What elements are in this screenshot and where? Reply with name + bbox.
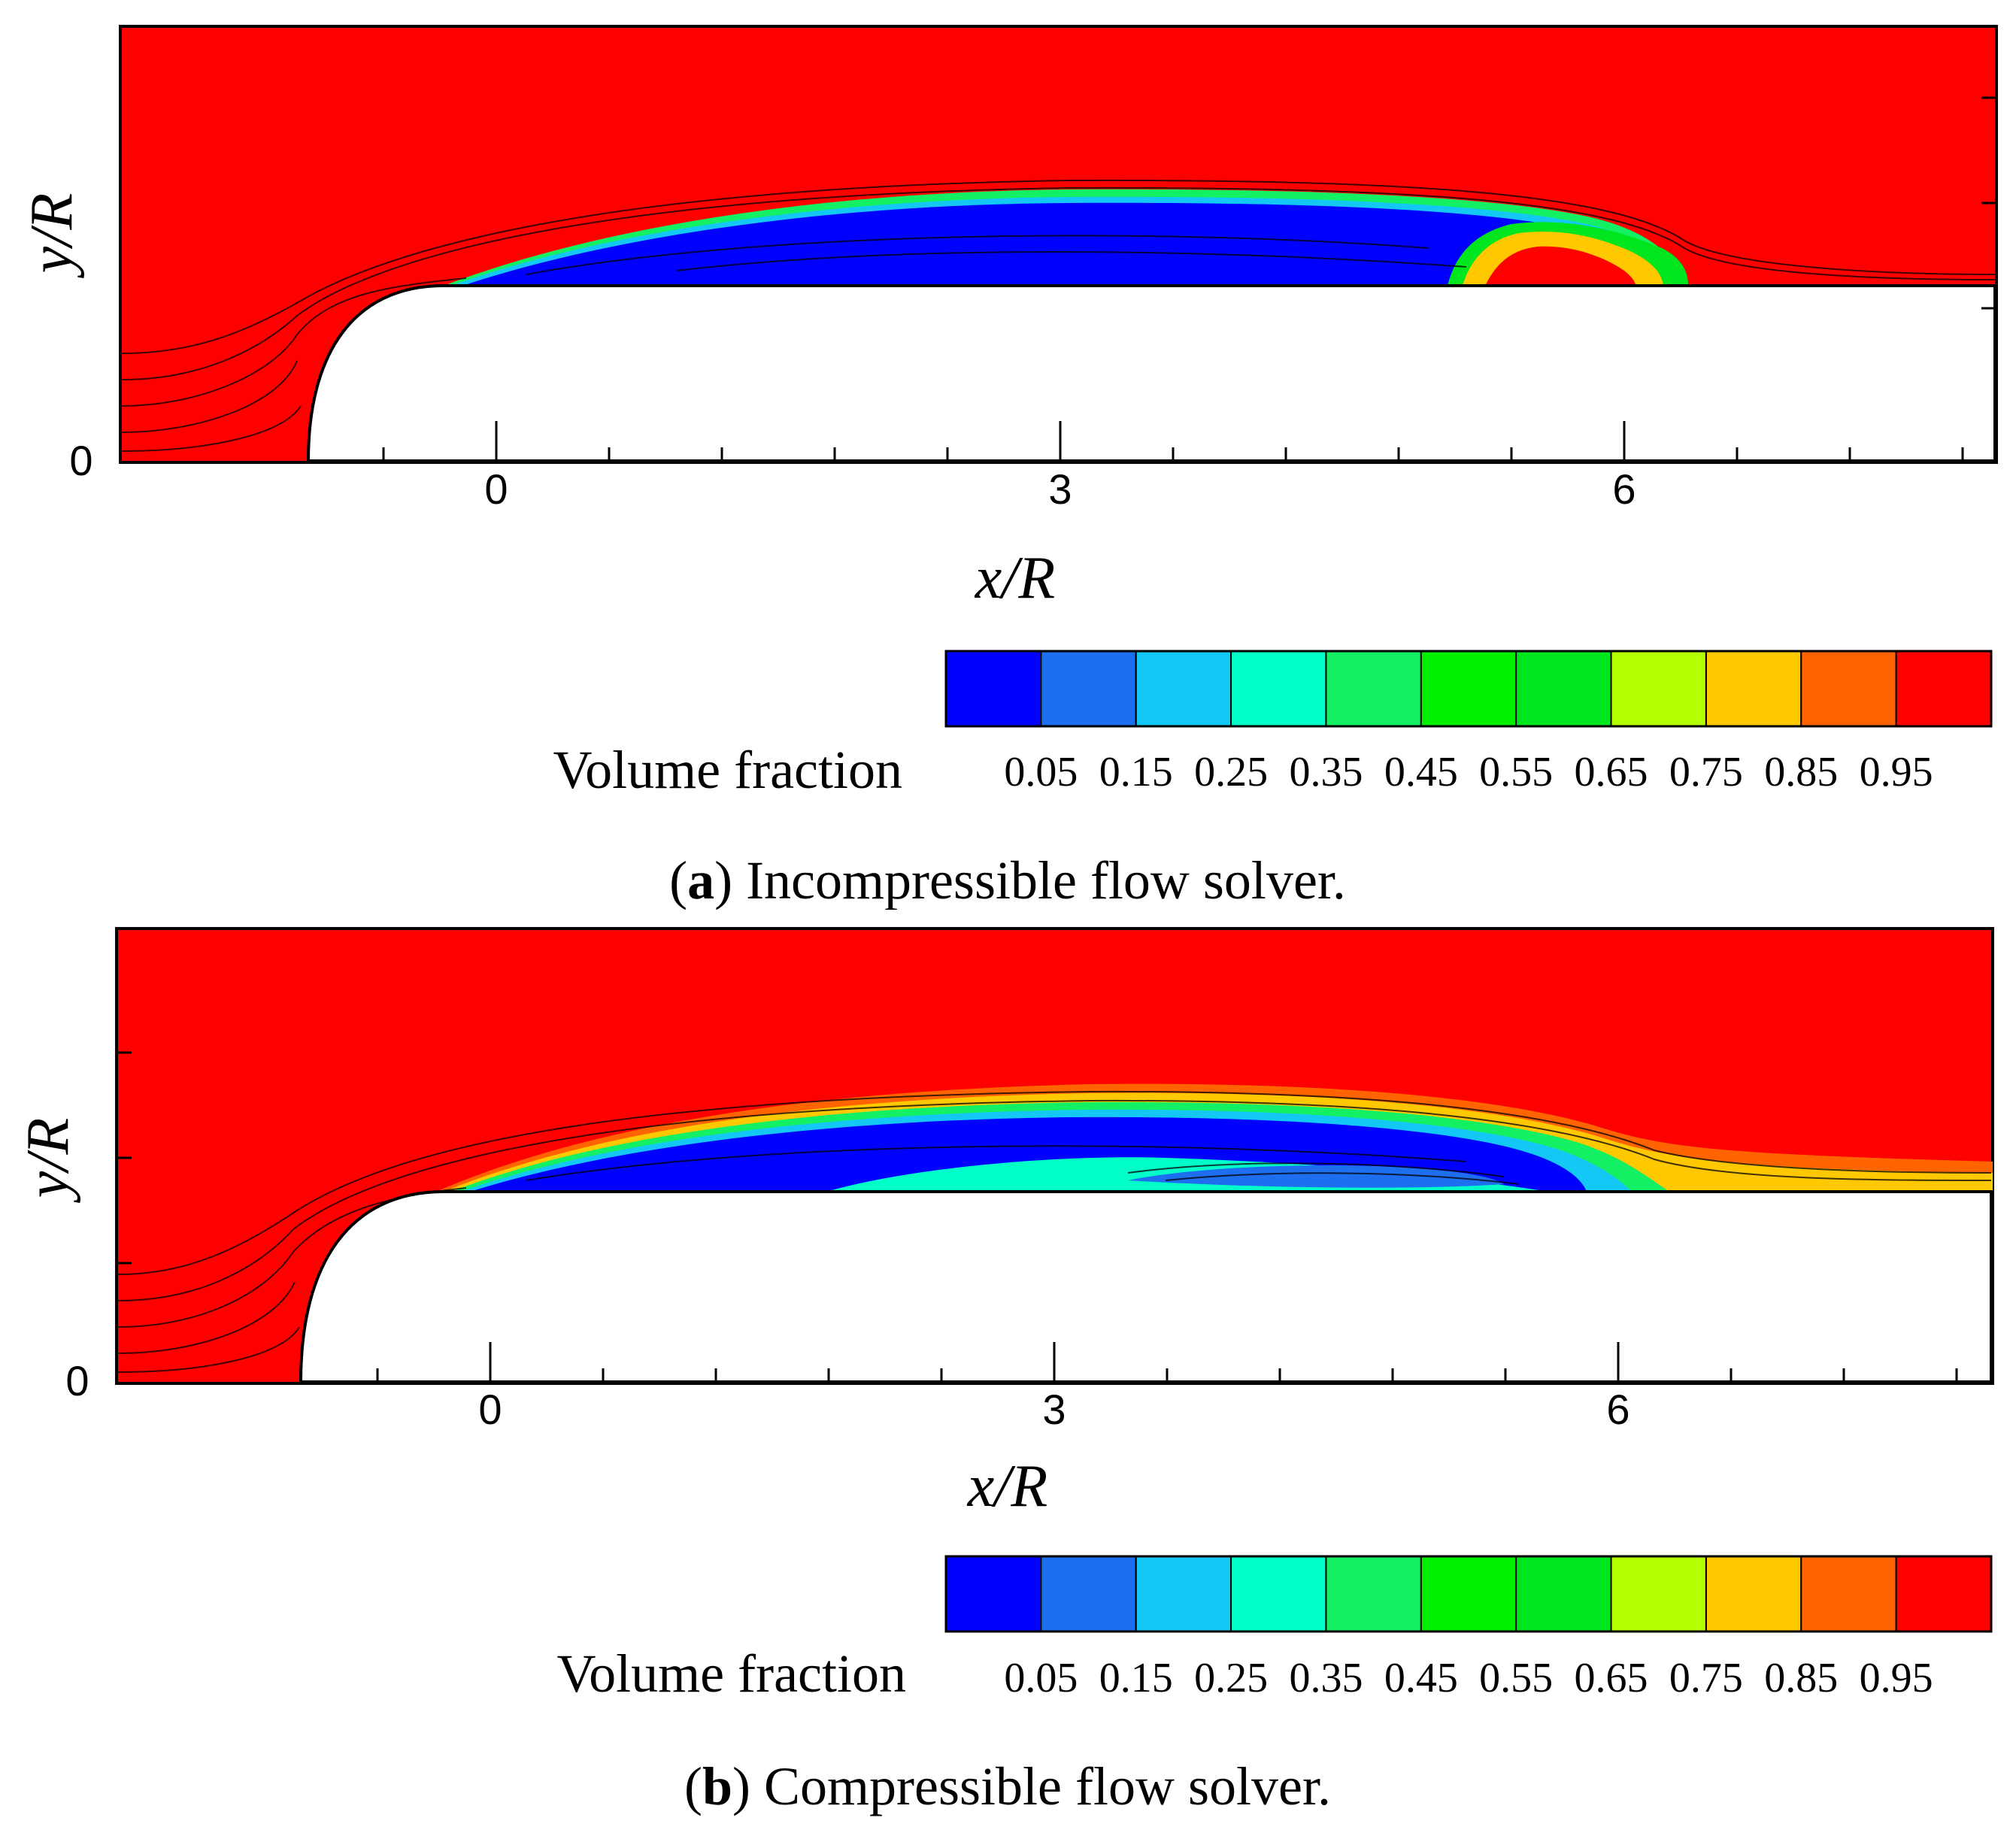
streamlines [117, 1090, 1992, 1373]
x-tick-label-6: 6 [1606, 1386, 1629, 1433]
legend-swatch [1895, 1556, 1993, 1632]
cavity-core [462, 202, 1658, 286]
closure-region-core [1485, 246, 1636, 286]
legend-tick-label: 0.25 [1194, 1655, 1268, 1701]
contour-plot [119, 25, 1998, 464]
legend-swatch [1230, 650, 1327, 727]
legend-swatch [1705, 650, 1802, 727]
legend-swatch [1610, 1556, 1707, 1632]
color-legend: Volume fraction 0.05 0.15 0.25 0.35 0.45 0.55… [556, 1555, 1993, 1704]
streamlines [121, 179, 1996, 452]
legend-swatch [1610, 650, 1707, 727]
legend-tick-label: 0.95 [1860, 1655, 1933, 1701]
legend-tick-label: 0.65 [1575, 749, 1648, 795]
body-shape [299, 1190, 1993, 1383]
legend-tick-label: 0.35 [1289, 749, 1363, 795]
x-axis-title: x/R [967, 1453, 1048, 1519]
cavity-mixed-core [1128, 1165, 1504, 1188]
x-ticks [382, 421, 1964, 461]
legend-swatch [1420, 1556, 1517, 1632]
y-axis-title: y/R [19, 193, 85, 279]
panel-a-svg: 0 0 3 6 y/R x/R Volume fraction 0.05 0.15… [19, 25, 1998, 910]
legend-tick-label: 0.85 [1764, 1655, 1838, 1701]
x-tick-label-3: 3 [1042, 1386, 1066, 1433]
caption-text: Incompressible flow solver. [732, 850, 1346, 910]
legend-swatch [1800, 1556, 1897, 1632]
legend-tick-label: 0.75 [1669, 749, 1743, 795]
legend-tick-label: 0.75 [1669, 1655, 1743, 1701]
legend-tick-label: 0.65 [1575, 1655, 1648, 1701]
legend-colorbar [945, 650, 1993, 727]
x-tick-label-0: 0 [484, 465, 508, 513]
legend-tick-labels: 0.05 0.15 0.25 0.35 0.45 0.55 0.65 0.75 0.85 0.95 [1004, 1655, 1933, 1701]
legend-title: Volume fraction [553, 740, 902, 800]
x-tick-label-0: 0 [478, 1386, 502, 1433]
legend-tick-label: 0.85 [1764, 749, 1838, 795]
legend-tick-label: 0.35 [1289, 1655, 1363, 1701]
color-legend: Volume fraction 0.05 0.15 0.25 0.35 0.45 0.55… [553, 650, 1993, 800]
legend-tick-label: 0.05 [1004, 1655, 1078, 1701]
legend-tick-label: 0.25 [1194, 749, 1268, 795]
legend-swatch [1800, 650, 1897, 727]
legend-swatch [1420, 650, 1517, 727]
body-shape [306, 284, 1996, 462]
legend-tick-label: 0.55 [1479, 1655, 1553, 1701]
legend-frame [944, 650, 1993, 728]
legend-swatch [1040, 1556, 1137, 1632]
legend-swatch [1895, 650, 1993, 727]
legend-swatch [1135, 1556, 1232, 1632]
panel-a: 0 0 3 6 y/R x/R Volume fraction 0.05 0.15… [0, 0, 2016, 910]
legend-swatch [1135, 650, 1232, 727]
legend-swatch [1040, 650, 1137, 727]
legend-swatch [945, 650, 1042, 727]
legend-tick-label: 0.55 [1479, 749, 1553, 795]
y-axis-title: y/R [15, 1118, 81, 1204]
y-tick-label-0: 0 [69, 437, 92, 484]
caption-letter: b [702, 1756, 732, 1816]
legend-tick-label: 0.15 [1099, 749, 1173, 795]
legend-swatch [1515, 1556, 1612, 1632]
legend-swatch [1325, 650, 1422, 727]
legend-frame [944, 1555, 1993, 1633]
legend-swatch [1325, 1556, 1422, 1632]
contour-plot [115, 927, 1994, 1385]
panel-b: 0 0 3 6 y/R x/R Volume fraction 0.05 0.15… [0, 910, 2016, 1839]
x-tick-label-3: 3 [1048, 465, 1072, 513]
y-ticks [118, 1051, 132, 1265]
legend-tick-labels: 0.05 0.15 0.25 0.35 0.45 0.55 0.65 0.75 0.85 0.95 [1004, 749, 1933, 795]
legend-tick-label: 0.05 [1004, 749, 1078, 795]
legend-swatch [1515, 650, 1612, 727]
legend-title: Volume fraction [556, 1644, 906, 1704]
legend-tick-label: 0.45 [1384, 1655, 1458, 1701]
legend-tick-label: 0.95 [1860, 749, 1933, 795]
caption-text: Compressible flow solver. [750, 1756, 1331, 1816]
y-ticks [1981, 96, 1995, 310]
legend-swatch [1230, 1556, 1327, 1632]
panel-b-caption: (b) Compressible flow solver. [684, 1756, 1331, 1816]
x-tick-label-6: 6 [1612, 465, 1636, 513]
legend-tick-label: 0.45 [1384, 749, 1458, 795]
legend-swatch [945, 1556, 1042, 1632]
legend-colorbar [945, 1556, 1993, 1632]
panel-a-caption: (a) Incompressible flow solver. [669, 850, 1346, 910]
legend-swatch [1705, 1556, 1802, 1632]
y-tick-label-0: 0 [65, 1357, 89, 1404]
panel-b-svg: 0 0 3 6 y/R x/R Volume fraction 0.05 0.15… [15, 927, 1994, 1816]
x-ticks [376, 1342, 1958, 1382]
caption-letter: a [687, 850, 714, 910]
legend-tick-label: 0.15 [1099, 1655, 1173, 1701]
x-axis-title: x/R [975, 545, 1056, 611]
